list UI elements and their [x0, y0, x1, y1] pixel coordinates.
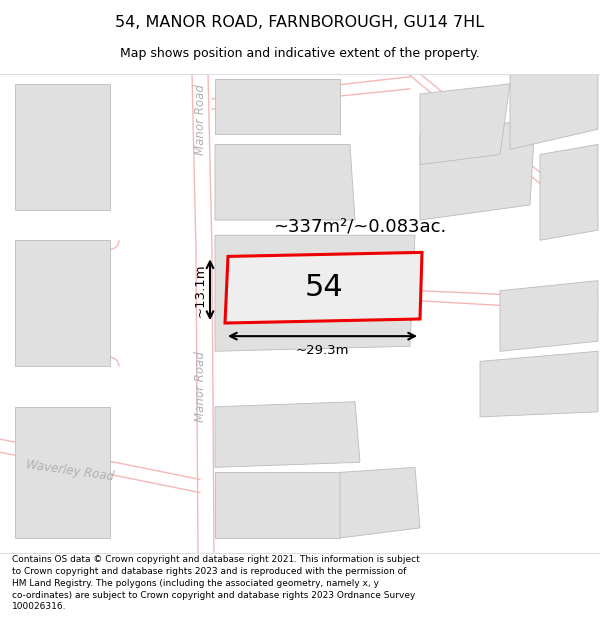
- Polygon shape: [215, 402, 360, 468]
- Text: ~13.1m: ~13.1m: [194, 263, 207, 316]
- Text: 54: 54: [304, 273, 343, 302]
- Polygon shape: [215, 144, 355, 220]
- Polygon shape: [215, 79, 340, 134]
- Polygon shape: [15, 240, 110, 366]
- Polygon shape: [215, 472, 340, 538]
- Text: 54, MANOR ROAD, FARNBOROUGH, GU14 7HL: 54, MANOR ROAD, FARNBOROUGH, GU14 7HL: [115, 14, 485, 29]
- Polygon shape: [225, 253, 422, 323]
- Text: ~29.3m: ~29.3m: [296, 344, 349, 357]
- Text: Manor Road: Manor Road: [193, 84, 206, 154]
- Polygon shape: [420, 84, 510, 164]
- Polygon shape: [340, 468, 420, 538]
- Polygon shape: [480, 351, 598, 417]
- Polygon shape: [510, 74, 598, 149]
- Text: Contains OS data © Crown copyright and database right 2021. This information is : Contains OS data © Crown copyright and d…: [12, 555, 420, 611]
- Polygon shape: [500, 281, 598, 351]
- Polygon shape: [15, 84, 110, 210]
- Polygon shape: [215, 235, 415, 351]
- Polygon shape: [540, 144, 598, 240]
- Text: Manor Road: Manor Road: [193, 351, 206, 422]
- Polygon shape: [15, 407, 110, 538]
- Text: Waverley Road: Waverley Road: [25, 458, 115, 483]
- Polygon shape: [420, 119, 535, 220]
- Text: ~337m²/~0.083ac.: ~337m²/~0.083ac.: [274, 217, 446, 235]
- Text: Map shows position and indicative extent of the property.: Map shows position and indicative extent…: [120, 47, 480, 59]
